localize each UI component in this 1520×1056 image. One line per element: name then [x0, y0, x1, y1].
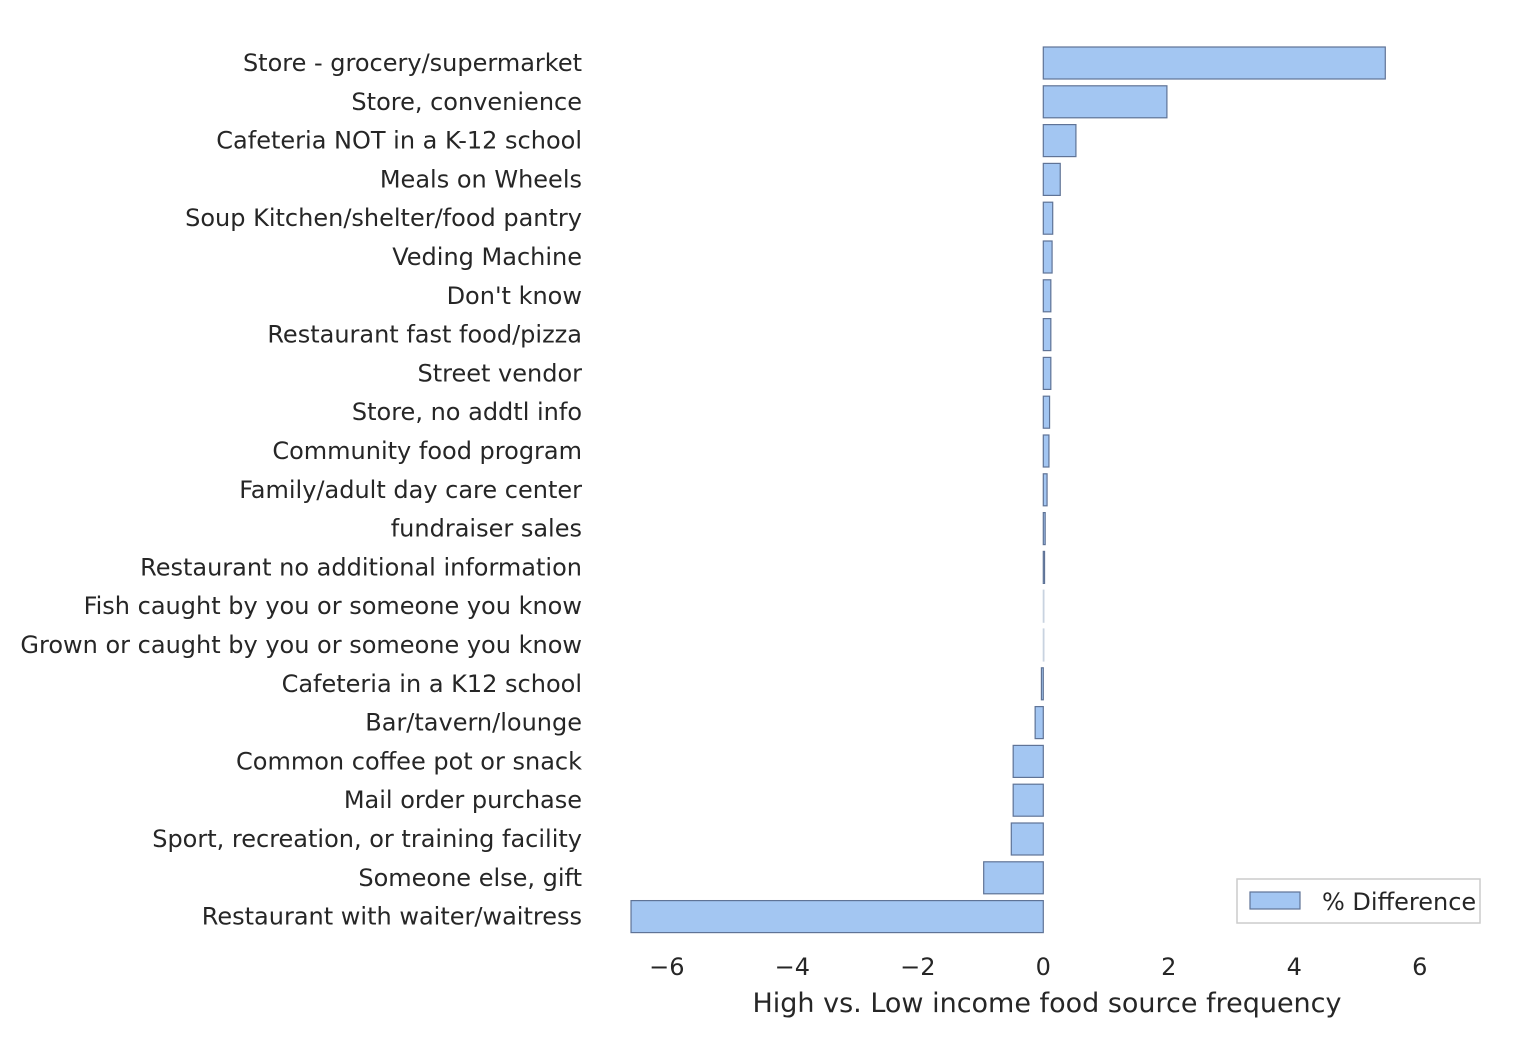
category-label: Store, convenience	[351, 88, 582, 116]
x-tick-label: 4	[1287, 953, 1302, 981]
category-label: Cafeteria NOT in a K-12 school	[216, 127, 582, 155]
bar	[1042, 356, 1052, 390]
bar	[1042, 240, 1053, 274]
legend: % Difference	[1236, 878, 1481, 924]
category-label: fundraiser sales	[391, 515, 582, 543]
bar	[1042, 162, 1061, 196]
bar	[983, 861, 1044, 895]
bars-group	[630, 46, 1386, 934]
category-label: Someone else, gift	[358, 864, 582, 892]
category-label: Don't know	[447, 282, 582, 310]
category-label: Sport, recreation, or training facility	[152, 825, 582, 853]
category-label: Grown or caught by you or someone you kn…	[20, 631, 582, 659]
bar	[1042, 550, 1046, 585]
bar	[1010, 822, 1044, 856]
bar	[1034, 705, 1044, 740]
bar	[1040, 667, 1044, 701]
category-label: Soup Kitchen/shelter/food pantry	[185, 204, 582, 232]
category-label: Cafeteria in a K12 school	[282, 670, 582, 698]
bar	[630, 899, 1044, 934]
category-label: Community food program	[272, 437, 582, 465]
legend-label: % Difference	[1322, 888, 1476, 916]
bar	[1042, 589, 1045, 623]
category-label: Veding Machine	[392, 243, 582, 271]
bar	[1042, 473, 1048, 507]
x-tick-label: 6	[1412, 953, 1427, 981]
category-label: Meals on Wheels	[380, 165, 582, 193]
x-axis-ticks: −6 −4 −2 0 2 4 6	[649, 953, 1427, 981]
category-label: Street vendor	[417, 359, 582, 387]
x-tick-label: −2	[900, 953, 935, 981]
category-label: Mail order purchase	[344, 786, 582, 814]
bar	[1042, 318, 1052, 352]
x-tick-label: −6	[649, 953, 684, 981]
bar	[1042, 85, 1168, 119]
category-label: Common coffee pot or snack	[236, 747, 582, 775]
legend-swatch	[1249, 891, 1301, 910]
bar	[1042, 434, 1050, 468]
x-tick-label: 0	[1036, 953, 1051, 981]
bar	[1042, 279, 1052, 313]
bar	[1012, 783, 1044, 817]
bar	[1042, 395, 1051, 429]
x-axis-title: High vs. Low income food source frequenc…	[752, 988, 1341, 1019]
bar	[1042, 201, 1054, 235]
category-label: Family/adult day care center	[239, 476, 582, 504]
bar	[1042, 46, 1386, 80]
bar	[1042, 628, 1045, 662]
category-label: Bar/tavern/lounge	[365, 709, 582, 737]
category-label: Restaurant with waiter/waitress	[202, 903, 582, 931]
bar	[1042, 123, 1077, 158]
category-labels: Store - grocery/supermarket Store, conven…	[20, 49, 582, 931]
x-tick-label: −4	[775, 953, 810, 981]
bar	[1042, 511, 1046, 546]
category-label: Store - grocery/supermarket	[243, 49, 582, 77]
x-tick-label: 2	[1161, 953, 1176, 981]
bar	[1012, 744, 1044, 779]
category-label: Fish caught by you or someone you know	[84, 592, 582, 620]
category-label: Store, no addtl info	[352, 398, 582, 426]
category-label: Restaurant fast food/pizza	[267, 321, 582, 349]
category-label: Restaurant no additional information	[140, 553, 582, 581]
